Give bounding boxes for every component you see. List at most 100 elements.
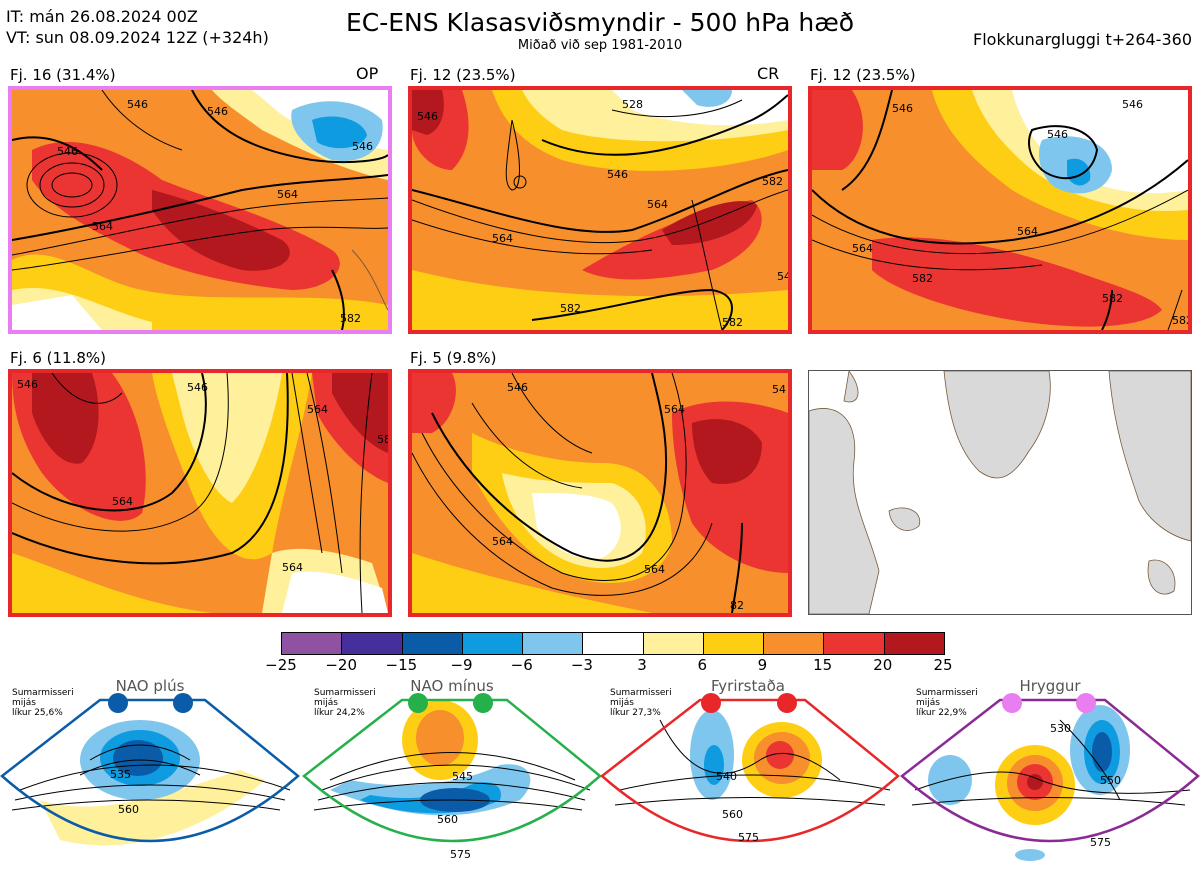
colorbar-tick-label: −9 bbox=[450, 656, 473, 674]
contour-label: 546 bbox=[1122, 98, 1143, 111]
regime-2-title: NAO mínus bbox=[410, 677, 494, 695]
geography-map bbox=[808, 370, 1192, 615]
contour-label: 564 bbox=[112, 495, 133, 508]
contour-label: 582 bbox=[912, 272, 933, 285]
colorbar-tick-label: −15 bbox=[385, 656, 418, 674]
colorbar-tick-label: −25 bbox=[265, 656, 297, 674]
colorbar-swatch bbox=[342, 633, 403, 654]
cluster-map-1: 546 546 546 564 564 582 546 bbox=[8, 86, 392, 334]
contour-label: 564 bbox=[1017, 225, 1038, 238]
contour-label: 575 bbox=[738, 831, 759, 844]
contour-label: 564 bbox=[492, 535, 513, 548]
page-subtitle: Miðað við sep 1981-2010 bbox=[517, 38, 683, 53]
contour-label: 582 bbox=[722, 316, 743, 329]
colorbar-swatch bbox=[764, 633, 825, 654]
contour-label: 564 bbox=[852, 242, 873, 255]
contour-label: 564 bbox=[492, 232, 513, 245]
cluster-1-label: Fj. 16 (31.4%) bbox=[10, 66, 116, 84]
regime-4-title: Hryggur bbox=[1019, 677, 1081, 695]
colorbar-swatch bbox=[402, 633, 463, 654]
contour-label: 582 bbox=[762, 175, 783, 188]
contour-label: 82 bbox=[730, 599, 744, 612]
contour-label: 582 bbox=[340, 312, 361, 325]
contour-label: 564 bbox=[644, 563, 665, 576]
regime-map-nao-plus: 535 560 bbox=[0, 693, 300, 846]
contour-label: 546 bbox=[892, 102, 913, 115]
colorbar-tick-label: 3 bbox=[637, 656, 647, 674]
contour-label: 530 bbox=[1050, 722, 1071, 735]
contour-label: 545 bbox=[452, 770, 473, 783]
contour-label: 54 bbox=[777, 270, 788, 283]
regime-1-info: Sumarmisseri mijás líkur 25,6% bbox=[12, 688, 74, 718]
contour-label: 560 bbox=[118, 803, 139, 816]
contour-label: 564 bbox=[647, 198, 668, 211]
window-label: Flokkunargluggi t+264-360 bbox=[973, 30, 1192, 49]
colorbar-tick-label: −6 bbox=[510, 656, 533, 674]
contour-label: 546 bbox=[607, 168, 628, 181]
regime-3-title: Fyrirstaða bbox=[711, 677, 785, 695]
contour-label: 546 bbox=[57, 145, 78, 158]
contour-label: 528 bbox=[622, 98, 643, 111]
contour-label: 54 bbox=[772, 383, 786, 396]
cluster-map-3: 546 546 564 564 582 582 582 546 bbox=[808, 86, 1192, 334]
contour-label: 546 bbox=[17, 378, 38, 391]
regime-4-info: Sumarmisseri mijás líkur 22,9% bbox=[916, 688, 978, 718]
contour-label: 575 bbox=[450, 848, 471, 861]
regime-map-nao-minus: 545 560 575 bbox=[302, 693, 602, 861]
contour-label: 564 bbox=[92, 220, 113, 233]
contour-label: 546 bbox=[187, 381, 208, 394]
contour-label: 560 bbox=[437, 813, 458, 826]
regime-2-info: Sumarmisseri mijás líkur 24,2% bbox=[314, 688, 376, 718]
contour-label: 546 bbox=[127, 98, 148, 111]
header-info: IT: mán 26.08.2024 00Z VT: sun 08.09.202… bbox=[6, 6, 269, 48]
contour-label: 564 bbox=[277, 188, 298, 201]
regime-map-blocking: 540 560 575 bbox=[600, 693, 900, 844]
cluster-5-label: Fj. 5 (9.8%) bbox=[410, 349, 497, 367]
contour-label: 546 bbox=[207, 105, 228, 118]
contour-label: 560 bbox=[722, 808, 743, 821]
cluster-2-label: Fj. 12 (23.5%) bbox=[410, 66, 516, 84]
cluster-1-tag: OP bbox=[356, 64, 379, 83]
regime-maps: 535 560 545 560 575 540 560 5 bbox=[0, 693, 1200, 861]
contour-label: 546 bbox=[417, 110, 438, 123]
colorbar-swatch bbox=[523, 633, 584, 654]
contour-label: 546 bbox=[352, 140, 373, 153]
cluster-map-2: 528 546 546 564 564 582 582 582 54 bbox=[408, 86, 792, 334]
vt-line: VT: sun 08.09.2024 12Z (+324h) bbox=[6, 28, 269, 47]
contour-label: 582 bbox=[560, 302, 581, 315]
colorbar-swatch bbox=[282, 633, 343, 654]
contour-label: 564 bbox=[664, 403, 685, 416]
colorbar-swatch bbox=[824, 633, 885, 654]
colorbar-tick-label: 15 bbox=[813, 656, 833, 674]
cluster-map-4: 546 546 564 564 564 58 bbox=[8, 369, 392, 617]
cluster-4-label: Fj. 6 (11.8%) bbox=[10, 349, 106, 367]
colorbar-tick-label: 9 bbox=[757, 656, 768, 674]
contour-label: 546 bbox=[507, 381, 528, 394]
cluster-3-label: Fj. 12 (23.5%) bbox=[810, 66, 916, 84]
colorbar-swatch bbox=[643, 633, 704, 654]
contour-label: 564 bbox=[307, 403, 328, 416]
colorbar-tick-label: 6 bbox=[697, 656, 708, 674]
contour-label: 540 bbox=[716, 770, 737, 783]
colorbar-tick-label: 20 bbox=[873, 656, 893, 674]
regime-map-ridge: 530 550 575 bbox=[900, 693, 1200, 861]
contour-label: 575 bbox=[1090, 836, 1111, 849]
contour-label: 582 bbox=[1102, 292, 1123, 305]
cluster-map-5: 546 564 564 564 82 54 bbox=[408, 369, 792, 617]
contour-label: 546 bbox=[1047, 128, 1068, 141]
colorbar-swatch bbox=[884, 633, 944, 654]
contour-label: 535 bbox=[110, 768, 131, 781]
contour-label: 564 bbox=[282, 561, 303, 574]
contour-label: 58 bbox=[377, 433, 388, 446]
cluster-2-tag: CR bbox=[757, 64, 780, 83]
colorbar-tick-label: −20 bbox=[325, 656, 357, 674]
colorbar-swatch bbox=[703, 633, 765, 654]
colorbar-tick-label: 25 bbox=[933, 656, 953, 674]
it-line: IT: mán 26.08.2024 00Z bbox=[6, 7, 198, 26]
colorbar-swatch bbox=[583, 633, 644, 654]
contour-label: 550 bbox=[1100, 774, 1121, 787]
contour-label: 582 bbox=[1172, 314, 1188, 327]
colorbar bbox=[281, 632, 945, 655]
regime-3-info: Sumarmisseri mijás líkur 27,3% bbox=[610, 688, 672, 718]
page-title: EC-ENS Klasasviðsmyndir - 500 hPa hæð bbox=[345, 8, 855, 37]
